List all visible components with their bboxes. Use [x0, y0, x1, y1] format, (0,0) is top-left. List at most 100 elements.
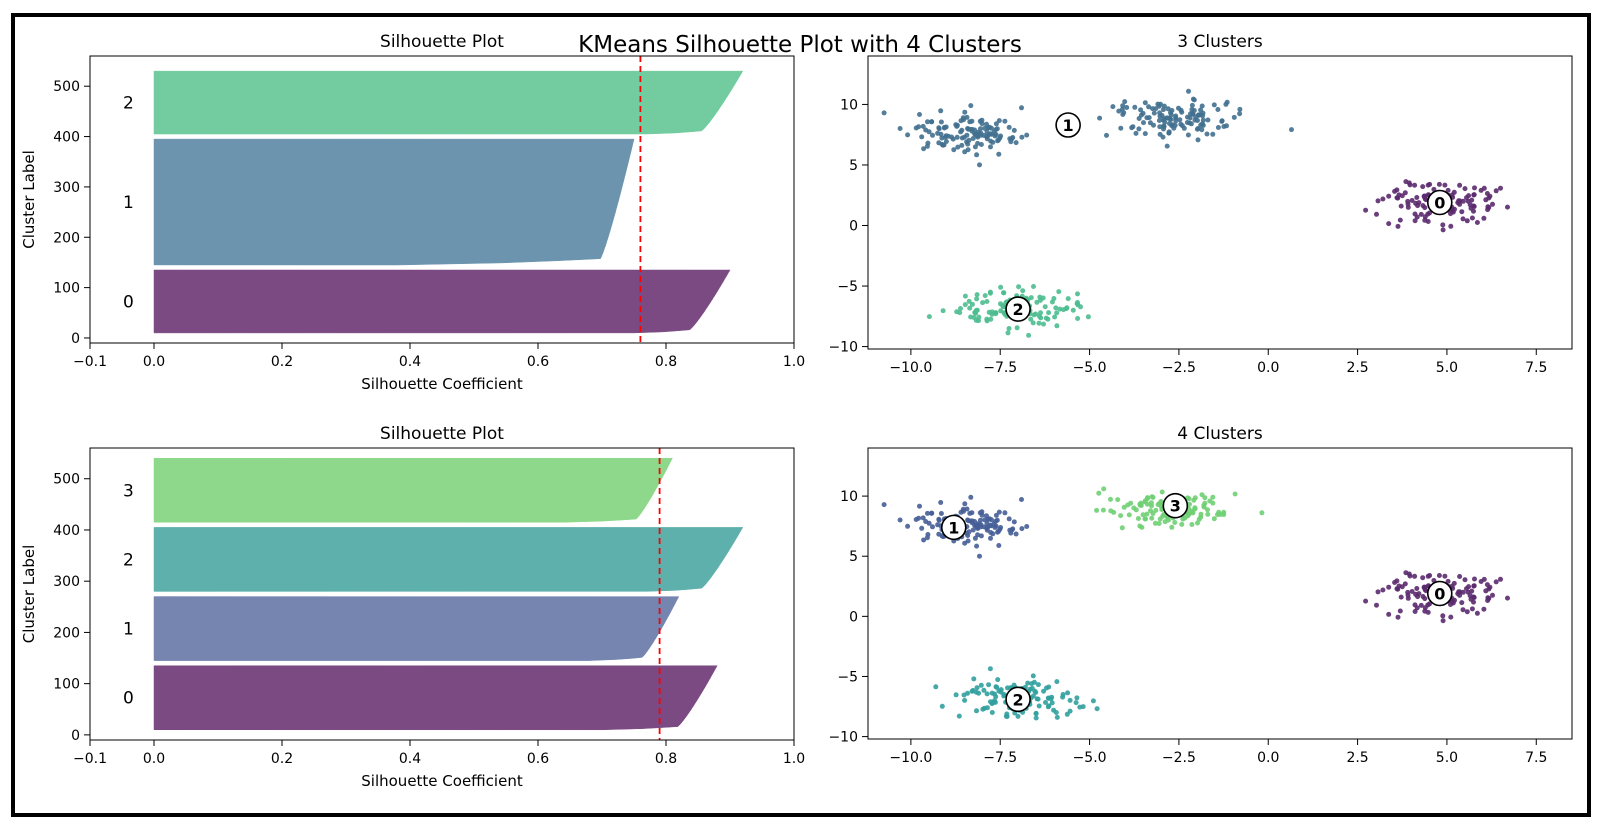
scatter-point: [987, 289, 993, 295]
y-tick-label: −10: [828, 730, 858, 746]
silhouette-cluster-label: 2: [123, 94, 134, 114]
scatter-point: [1188, 121, 1194, 127]
scatter-point: [1155, 502, 1161, 508]
scatter-point: [1375, 589, 1381, 595]
scatter-point: [1140, 110, 1146, 116]
scatter-point: [1024, 524, 1030, 529]
scatter-point: [1065, 296, 1071, 302]
scatter-point: [1215, 512, 1220, 518]
scatter-point: [993, 127, 999, 133]
axes-border: [89, 447, 795, 741]
scatter-point: [1115, 497, 1121, 503]
scatter-point: [1142, 131, 1148, 137]
scatter-point: [965, 141, 971, 147]
scatter-point: [974, 296, 980, 302]
scatter-point: [1075, 291, 1080, 297]
subplot-title: 3 Clusters: [1177, 32, 1263, 52]
scatter-point: [917, 112, 922, 117]
scatter-point: [1231, 114, 1237, 120]
scatter-point: [1143, 516, 1148, 522]
scatter-point: [1011, 127, 1017, 133]
scatter-point: [1412, 609, 1418, 614]
scatter-point: [1190, 96, 1196, 102]
x-tick-label: 1.0: [783, 751, 805, 767]
scatter-point: [1030, 673, 1036, 679]
scatter-point: [1179, 123, 1185, 129]
scatter-point: [1394, 187, 1400, 193]
scatter-point: [1135, 516, 1141, 521]
scatter-point: [1053, 710, 1059, 715]
scatter-point: [921, 537, 927, 543]
x-tick-label: 0.8: [655, 751, 677, 767]
axes-border: [89, 55, 795, 344]
scatter-point: [1442, 573, 1448, 579]
scatter-point: [978, 517, 983, 523]
scatter-point: [1013, 140, 1019, 146]
scatter-point: [1054, 679, 1060, 685]
scatter-point: [1407, 182, 1413, 188]
scatter-point: [1035, 682, 1041, 688]
cluster-center-label: 2: [1013, 300, 1024, 319]
scatter-point: [1024, 132, 1030, 138]
scatter-point: [974, 685, 980, 691]
scatter-point: [1505, 595, 1510, 601]
scatter-point: [897, 126, 903, 131]
scatter-point: [933, 684, 939, 690]
cluster-center-marker: [1426, 580, 1453, 607]
y-tick-label: 5: [849, 549, 858, 565]
scatter-point: [1469, 215, 1475, 221]
scatter-point: [1221, 512, 1227, 518]
scatter-point: [1094, 507, 1100, 513]
scatter-point: [1041, 321, 1046, 327]
scatter-point: [981, 687, 987, 693]
y-tick-label: 10: [840, 489, 858, 505]
silhouette-cluster-label: 3: [123, 481, 134, 501]
scatter-point: [974, 152, 980, 158]
scatter-point: [1394, 586, 1400, 592]
x-tick-label: 7.5: [1525, 750, 1547, 766]
scatter-point: [913, 125, 919, 131]
scatter-point: [1100, 507, 1106, 513]
scatter-point: [1045, 316, 1051, 322]
scatter-point: [1420, 575, 1426, 581]
scatter-point: [1172, 520, 1178, 525]
scatter-point: [1445, 578, 1451, 584]
scatter-point: [938, 108, 944, 114]
scatter-point: [1189, 102, 1195, 108]
scatter-point: [1402, 581, 1408, 587]
scatter-point: [1019, 134, 1025, 140]
scatter-point: [1141, 120, 1146, 126]
scatter-point: [974, 543, 980, 549]
scatter-point: [1211, 102, 1217, 108]
scatter-point: [979, 121, 985, 127]
scatter-point: [995, 529, 1001, 535]
scatter-point: [1142, 100, 1148, 106]
y-tick-label: 500: [53, 472, 80, 488]
scatter-point: [938, 131, 944, 137]
silhouette-cluster-1: [153, 138, 635, 266]
scatter-point: [1011, 519, 1017, 525]
scatter-point: [1028, 316, 1034, 322]
scatter-point: [977, 553, 982, 559]
scatter-point: [989, 125, 994, 131]
scatter-point: [988, 144, 993, 150]
scatter-point: [958, 306, 963, 311]
scatter-point: [962, 697, 968, 703]
x-tick-label: −5.0: [1073, 360, 1107, 376]
cluster-center-label: 1: [948, 518, 959, 537]
scatter-point: [1448, 223, 1454, 229]
scatter-point: [1188, 111, 1193, 117]
scatter-point: [1045, 695, 1051, 701]
scatter-point: [1414, 586, 1420, 591]
scatter-point: [1159, 489, 1165, 495]
x-tick-label: 2.5: [1346, 360, 1368, 376]
scatter-point: [1136, 116, 1142, 121]
scatter-point: [1205, 507, 1210, 513]
scatter-point: [1374, 602, 1379, 608]
scatter-point: [1460, 589, 1466, 595]
scatter-point: [970, 527, 976, 533]
scatter-point: [1460, 607, 1466, 613]
x-tick-label: 0.2: [271, 751, 293, 767]
scatter-point: [1224, 123, 1229, 129]
scatter-point: [1199, 492, 1205, 498]
